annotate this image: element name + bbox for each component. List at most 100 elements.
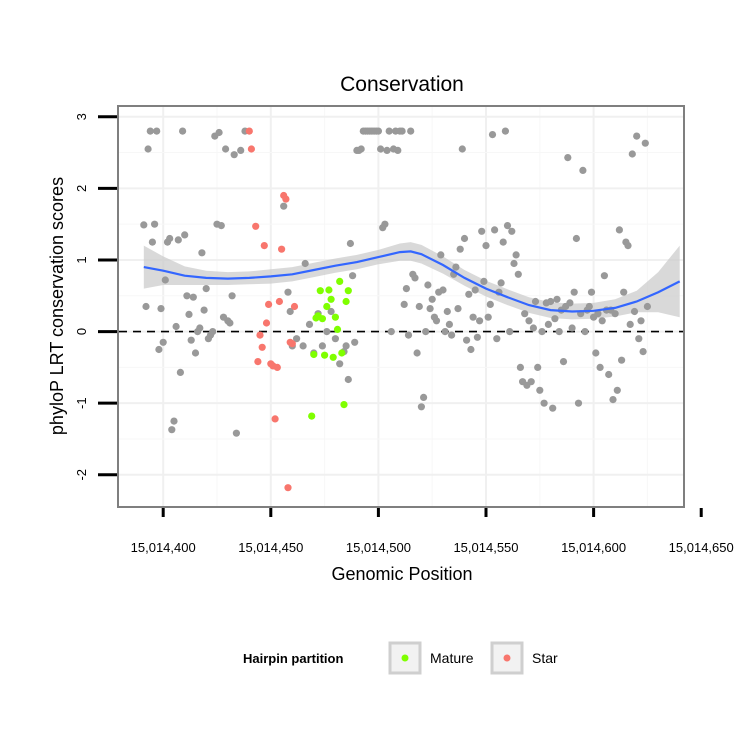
point-other — [153, 127, 161, 135]
point-other — [400, 300, 408, 308]
point-star — [247, 145, 255, 153]
point-star — [254, 358, 262, 366]
point-other — [613, 386, 621, 394]
point-star — [290, 302, 299, 311]
point-mature — [321, 351, 329, 359]
point-other — [643, 302, 652, 311]
point-other — [398, 127, 406, 135]
scatter-points — [140, 127, 652, 492]
point-other — [215, 128, 223, 137]
point-other — [155, 345, 163, 354]
point-other — [594, 310, 602, 318]
point-other — [170, 417, 178, 425]
point-other — [144, 145, 152, 153]
point-other — [551, 315, 559, 323]
point-other — [465, 290, 473, 298]
point-other — [538, 328, 546, 336]
point-other — [387, 328, 395, 336]
point-other — [555, 328, 563, 336]
point-other — [609, 396, 617, 404]
point-other — [620, 288, 628, 296]
point-other — [344, 375, 352, 384]
y-tick-label: 2 — [74, 185, 89, 192]
point-other — [305, 320, 314, 328]
point-other — [148, 238, 156, 246]
point-other — [209, 328, 217, 336]
point-other — [191, 349, 200, 357]
point-star — [260, 242, 268, 250]
point-other — [299, 342, 307, 350]
point-other — [611, 310, 619, 318]
point-other — [527, 378, 535, 386]
point-other — [176, 368, 184, 376]
point-mature — [310, 350, 318, 359]
x-tick-label: 15,014,500 — [346, 540, 411, 555]
point-mature — [338, 349, 346, 357]
point-other — [484, 313, 492, 321]
point-star — [252, 222, 260, 230]
point-other — [536, 386, 544, 394]
point-other — [516, 363, 525, 371]
point-other — [503, 222, 512, 230]
y-tick-label: 1 — [74, 256, 89, 263]
point-other — [342, 342, 350, 350]
point-other — [469, 313, 477, 321]
point-other — [185, 310, 193, 318]
point-other — [415, 302, 423, 311]
point-other — [394, 146, 402, 154]
point-other — [491, 226, 499, 234]
point-star — [265, 300, 273, 308]
point-mature — [342, 297, 350, 306]
point-other — [383, 146, 391, 154]
point-other — [544, 320, 553, 328]
point-other — [467, 345, 475, 354]
point-other — [385, 127, 393, 135]
point-other — [633, 132, 641, 140]
point-other — [456, 245, 464, 253]
point-star — [256, 331, 264, 339]
point-other — [587, 288, 596, 296]
point-other — [280, 202, 288, 210]
point-other — [549, 404, 557, 412]
point-other — [514, 270, 522, 278]
point-other — [402, 285, 410, 293]
point-other — [424, 281, 432, 289]
point-other — [506, 328, 514, 336]
point-mature — [331, 313, 339, 321]
point-mature — [308, 412, 316, 420]
point-other — [174, 236, 182, 244]
point-other — [478, 227, 486, 235]
point-star — [282, 195, 290, 203]
point-other — [574, 399, 583, 407]
point-other — [318, 342, 326, 350]
point-other — [618, 356, 626, 364]
point-other — [168, 426, 176, 434]
point-other — [564, 154, 572, 162]
point-other — [499, 238, 507, 246]
point-other — [445, 320, 453, 328]
point-other — [635, 335, 643, 343]
point-mature — [316, 287, 324, 295]
point-mature — [323, 302, 331, 311]
point-other — [480, 277, 488, 285]
point-other — [568, 324, 576, 332]
point-other — [357, 145, 365, 153]
point-other — [181, 231, 189, 239]
point-other — [377, 145, 385, 153]
point-other — [439, 286, 447, 294]
point-mature — [336, 277, 344, 285]
point-other — [161, 276, 169, 284]
point-other — [605, 370, 613, 379]
point-other — [624, 242, 632, 250]
point-mature — [327, 295, 335, 303]
point-other — [443, 307, 451, 316]
point-other — [198, 249, 206, 257]
point-other — [547, 297, 555, 306]
point-other — [202, 285, 210, 293]
point-other — [488, 131, 497, 139]
legend-label-star: Star — [532, 650, 558, 666]
point-other — [534, 363, 542, 371]
point-other — [407, 127, 415, 135]
point-other — [441, 328, 449, 336]
